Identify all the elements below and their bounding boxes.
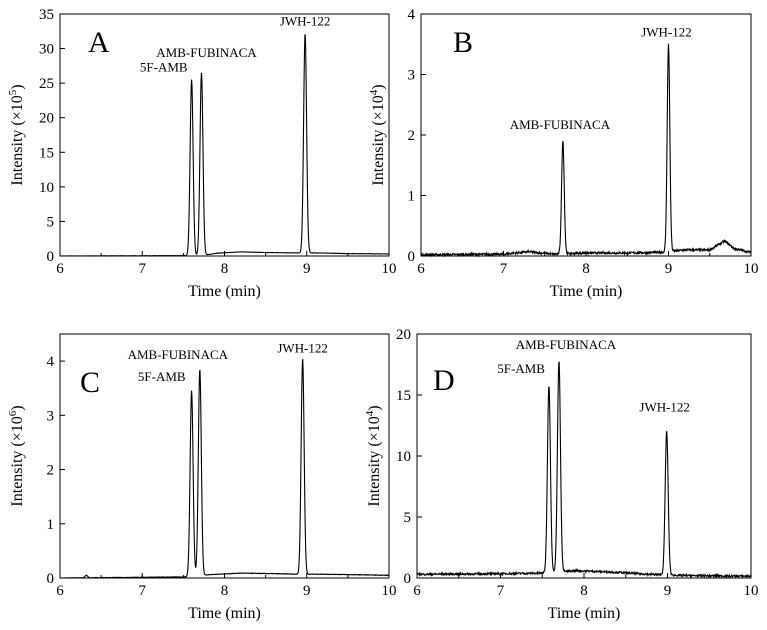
- panel-letter: C: [80, 366, 100, 399]
- y-tick-label: 0: [408, 249, 416, 265]
- peak-label: JWH-122: [639, 400, 690, 415]
- x-tick-label: 8: [221, 583, 229, 599]
- y-axis-label-suffix: ): [370, 84, 387, 89]
- x-tick-label: 7: [139, 261, 147, 277]
- peak-label: JWH-122: [641, 24, 692, 39]
- x-tick-label: 10: [382, 583, 397, 599]
- y-tick-label: 30: [39, 42, 54, 58]
- y-tick-label: 15: [39, 145, 54, 161]
- y-tick-label: 10: [39, 180, 54, 196]
- x-tick-label: 7: [500, 261, 508, 277]
- x-tick-label: 10: [744, 583, 759, 599]
- x-axis-label: Time (min): [188, 283, 261, 300]
- x-axis-label: Time (min): [548, 605, 621, 622]
- x-tick-label: 8: [221, 261, 229, 277]
- y-tick-label: 0: [47, 249, 55, 265]
- y-axis-label-prefix: Intensity (×10: [9, 95, 26, 185]
- y-axis-label-prefix: Intensity (×10: [366, 416, 383, 506]
- chromatogram-trace: [416, 361, 752, 579]
- y-tick-label: 10: [396, 449, 411, 465]
- y-tick-label: 2: [408, 128, 416, 144]
- y-axis-label-exponent: 6: [7, 410, 19, 416]
- y-axis-label-exponent: 4: [364, 410, 376, 416]
- x-tick-label: 7: [497, 583, 505, 599]
- peak-label: JWH-122: [277, 340, 328, 355]
- panel-letter: D: [433, 364, 455, 397]
- x-tick-label: 6: [417, 261, 425, 277]
- y-tick-label: 4: [47, 354, 55, 370]
- y-tick-label: 25: [39, 76, 54, 92]
- y-tick-label: 0: [47, 571, 55, 587]
- y-axis-label: Intensity (×106): [7, 405, 26, 506]
- peak-label: 5F-AMB: [138, 369, 186, 384]
- x-tick-label: 9: [303, 261, 311, 277]
- y-axis-label: Intensity (×104): [364, 405, 383, 506]
- panel-d: 6 7 8 9 10 0 5 10 15 20 Time (min) Intensity (×104)…: [364, 327, 759, 622]
- y-tick-label: 3: [408, 68, 416, 84]
- y-axis-label-prefix: Intensity (×10: [9, 416, 26, 506]
- x-tick-label: 6: [56, 583, 64, 599]
- y-tick-label: 1: [47, 517, 55, 533]
- y-axis-label-prefix: Intensity (×10: [370, 95, 387, 185]
- peak-label: AMB-FUBINACA: [510, 117, 611, 132]
- x-tick-label: 9: [664, 583, 672, 599]
- y-axis-label: Intensity (×104): [368, 84, 387, 185]
- y-axis-label-exponent: 5: [7, 89, 19, 95]
- plot-frame: [416, 333, 752, 579]
- y-tick-label: 20: [396, 327, 411, 343]
- panel-letter: A: [88, 26, 110, 59]
- y-axis-label-suffix: ): [9, 84, 26, 89]
- chromatogram-trace: [59, 34, 390, 257]
- y-tick-label: 1: [408, 189, 416, 205]
- panel-a: 6 7 8 9 10 0 5 10 15 20 25 30 35 Time (min) Intensity …: [7, 7, 397, 300]
- y-axis-label-suffix: ): [9, 405, 26, 410]
- peak-label: AMB-FUBINACA: [516, 337, 617, 352]
- y-tick-label: 5: [404, 510, 412, 526]
- y-axis-label-suffix: ): [366, 405, 383, 410]
- chromatogram-trace: [420, 43, 752, 258]
- peak-label: 5F-AMB: [497, 361, 545, 376]
- y-axis-label: Intensity (×105): [7, 84, 26, 185]
- peak-label: AMB-FUBINACA: [156, 45, 257, 60]
- peak-label: JWH-122: [280, 13, 331, 28]
- y-tick-label: 3: [47, 408, 55, 424]
- y-tick-label: 0: [404, 571, 412, 587]
- plot-frame: [59, 333, 390, 579]
- chromatogram-trace: [59, 358, 390, 579]
- x-tick-label: 6: [413, 583, 421, 599]
- x-tick-label: 10: [744, 261, 759, 277]
- x-tick-label: 7: [139, 583, 147, 599]
- y-axis-label-exponent: 4: [368, 89, 380, 95]
- x-tick-label: 8: [582, 261, 590, 277]
- y-tick-label: 20: [39, 111, 54, 127]
- x-axis-label: Time (min): [550, 283, 623, 300]
- x-tick-label: 6: [56, 261, 64, 277]
- panel-letter: B: [453, 26, 473, 59]
- y-tick-label: 5: [47, 214, 55, 230]
- y-tick-label: 35: [39, 7, 54, 23]
- x-axis-label: Time (min): [188, 605, 261, 622]
- peak-label: AMB-FUBINACA: [128, 347, 229, 362]
- peak-label: 5F-AMB: [140, 60, 188, 75]
- y-tick-label: 15: [396, 388, 411, 404]
- x-tick-label: 10: [382, 261, 397, 277]
- x-tick-label: 8: [580, 583, 588, 599]
- x-tick-label: 9: [665, 261, 673, 277]
- y-tick-label: 4: [408, 7, 416, 23]
- y-tick-label: 2: [47, 463, 55, 479]
- x-tick-label: 9: [303, 583, 311, 599]
